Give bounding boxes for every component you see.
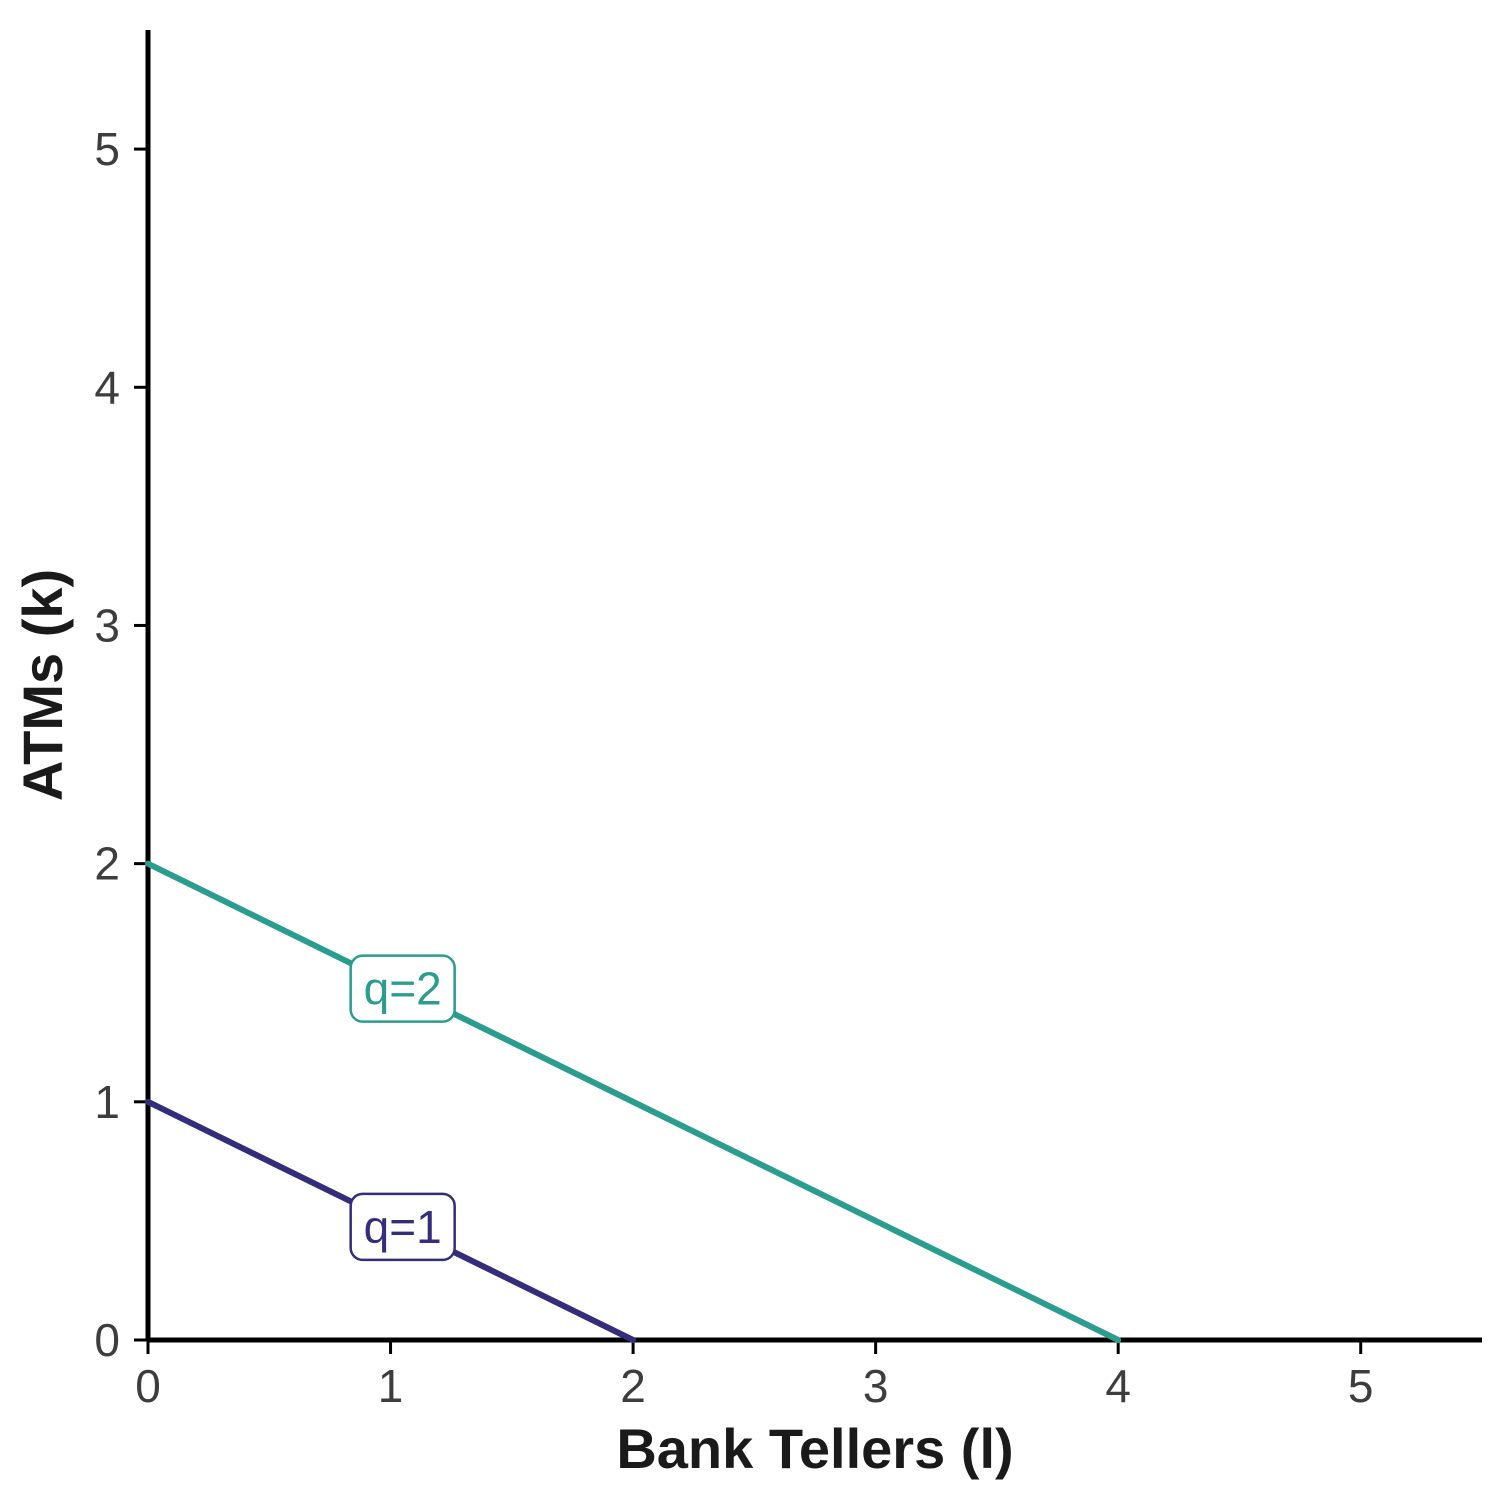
line-label-box: [349, 954, 456, 1023]
y-tick-label: 3: [94, 599, 120, 651]
x-tick-label: 3: [863, 1360, 889, 1412]
y-tick-label: 2: [94, 838, 120, 890]
line-label-text: q=1: [364, 1201, 442, 1253]
line-label-q2: q=2: [349, 954, 456, 1023]
x-tick-label: 4: [1105, 1360, 1131, 1412]
x-tick-label: 1: [378, 1360, 404, 1412]
y-axis-label: ATMs (k): [11, 569, 74, 801]
y-tick-label: 0: [94, 1314, 120, 1366]
line-label-box: [349, 1192, 456, 1262]
line-label-text: q=2: [364, 963, 442, 1015]
x-tick-label: 0: [135, 1360, 161, 1412]
y-tick-label: 5: [94, 123, 120, 175]
isoquant-line-q2: [145, 860, 1122, 1343]
x-tick-label: 5: [1348, 1360, 1374, 1412]
line-label-q1: q=1: [349, 1192, 456, 1262]
y-tick-label: 1: [94, 1076, 120, 1128]
y-tick-label: 4: [94, 361, 120, 413]
x-tick-label: 2: [620, 1360, 646, 1412]
x-axis-label: Bank Tellers (l): [616, 1417, 1013, 1480]
